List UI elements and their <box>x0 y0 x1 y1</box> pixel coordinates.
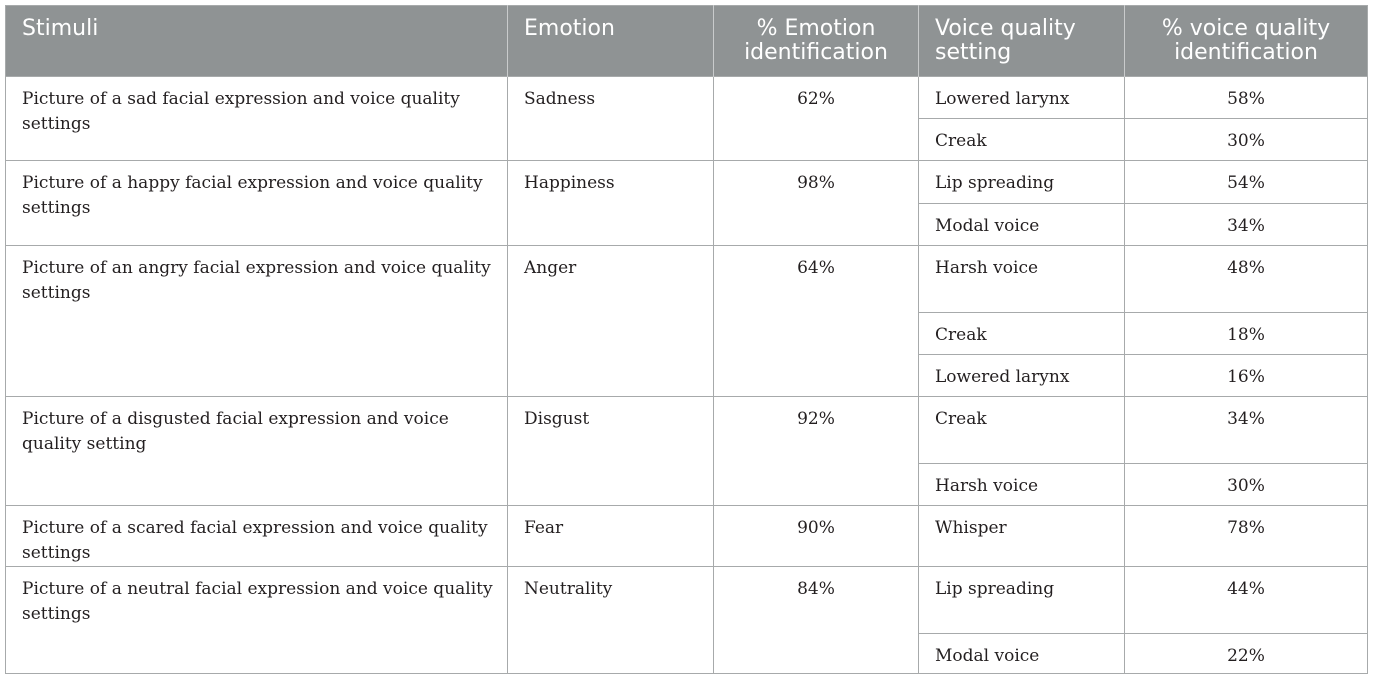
header-emotion: Emotion <box>507 5 714 77</box>
voice-setting-cell: Creak <box>918 396 1125 464</box>
stimulus-cell: Picture of a scared facial expression an… <box>5 505 508 567</box>
emotion-cell: Anger <box>507 245 714 397</box>
emotion-pct-cell: 84% <box>713 566 919 674</box>
header-voice-quality-setting: Voice quality setting <box>918 5 1125 77</box>
header-row: Stimuli Emotion % Emotion identification… <box>5 5 1368 77</box>
voice-pct-cell: 30% <box>1124 463 1368 506</box>
voice-setting-cell: Lip spreading <box>918 566 1125 634</box>
emotion-pct-cell: 98% <box>713 160 919 246</box>
header-stimuli: Stimuli <box>5 5 508 77</box>
voice-pct-cell: 22% <box>1124 633 1368 674</box>
voice-pct-cell: 34% <box>1124 203 1368 246</box>
voice-setting-cell: Harsh voice <box>918 245 1125 313</box>
voice-pct-cell: 44% <box>1124 566 1368 634</box>
voice-setting-cell: Lowered larynx <box>918 354 1125 397</box>
stimulus-cell: Picture of a sad facial expression and v… <box>5 76 508 161</box>
voice-pct-cell: 78% <box>1124 505 1368 567</box>
table-row: Harsh voice 30% <box>6 463 1368 506</box>
stimulus-cell: Picture of a neutral facial expression a… <box>5 566 508 674</box>
voice-pct-cell: 48% <box>1124 245 1368 313</box>
emotion-cell: Neutrality <box>507 566 714 674</box>
table-row: Picture of a scared facial expression an… <box>5 505 1368 567</box>
stimulus-cell: Picture of a happy facial expression and… <box>5 160 508 246</box>
table-row: Creak 30% <box>6 118 1368 161</box>
voice-setting-cell: Lowered larynx <box>918 76 1125 119</box>
results-table: Stimuli Emotion % Emotion identification… <box>5 5 1368 674</box>
voice-setting-cell: Whisper <box>918 505 1125 567</box>
table-row: Picture of a neutral facial expression a… <box>5 566 1368 674</box>
table-row: Lowered larynx 16% <box>6 354 1368 397</box>
voice-pct-cell: 54% <box>1124 160 1368 204</box>
voice-setting-cell: Creak <box>918 312 1125 355</box>
table-row: Modal voice 34% <box>6 203 1368 246</box>
header-voice-quality-identification: % voice quality identification <box>1124 5 1368 77</box>
emotion-pct-cell: 92% <box>713 396 919 506</box>
header-emotion-identification: % Emotion identification <box>713 5 919 77</box>
emotion-cell: Fear <box>507 505 714 567</box>
voice-pct-cell: 30% <box>1124 118 1368 161</box>
voice-setting-cell: Lip spreading <box>918 160 1125 204</box>
voice-setting-cell: Creak <box>918 118 1125 161</box>
voice-setting-cell: Harsh voice <box>918 463 1125 506</box>
table-row: Picture of a disgusted facial expression… <box>5 396 1368 506</box>
emotion-cell: Disgust <box>507 396 714 506</box>
stimulus-cell: Picture of an angry facial expression an… <box>5 245 508 397</box>
voice-pct-cell: 34% <box>1124 396 1368 464</box>
voice-pct-cell: 16% <box>1124 354 1368 397</box>
emotion-pct-cell: 64% <box>713 245 919 397</box>
voice-pct-cell: 58% <box>1124 76 1368 119</box>
emotion-cell: Sadness <box>507 76 714 161</box>
voice-setting-cell: Modal voice <box>918 633 1125 674</box>
emotion-pct-cell: 62% <box>713 76 919 161</box>
emotion-pct-cell: 90% <box>713 505 919 567</box>
table-row: Creak 18% <box>6 312 1368 355</box>
table-row: Picture of an angry facial expression an… <box>5 245 1368 397</box>
voice-pct-cell: 18% <box>1124 312 1368 355</box>
table-row: Picture of a sad facial expression and v… <box>5 76 1368 161</box>
voice-setting-cell: Modal voice <box>918 203 1125 246</box>
emotion-cell: Happiness <box>507 160 714 246</box>
stimulus-cell: Picture of a disgusted facial expression… <box>5 396 508 506</box>
table-row: Picture of a happy facial expression and… <box>5 160 1368 246</box>
